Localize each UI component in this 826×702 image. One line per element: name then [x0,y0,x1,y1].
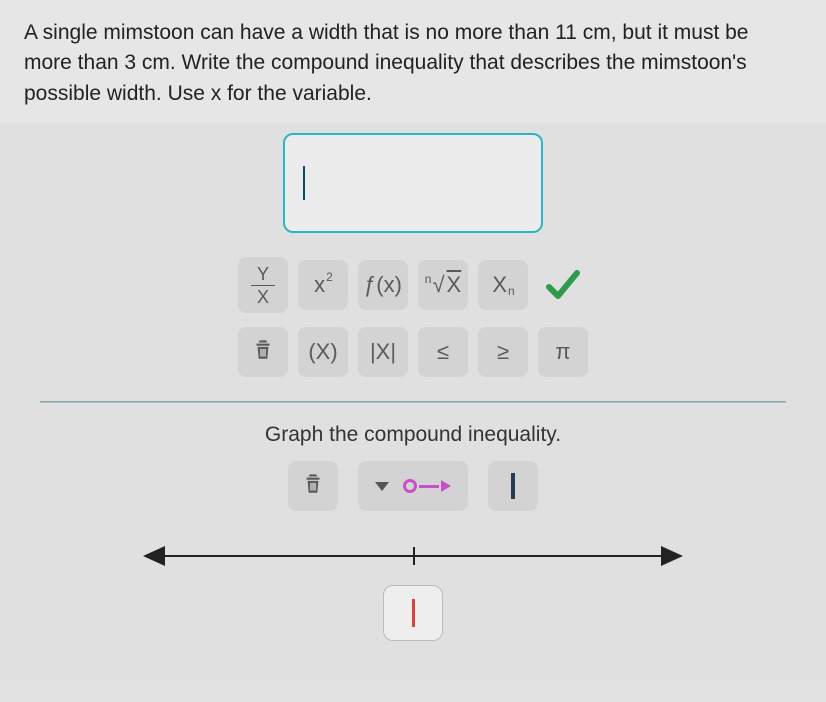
ray-tool-dropdown[interactable] [358,461,468,511]
fraction-button[interactable]: Y X [238,257,288,313]
open-ray-icon [403,479,451,493]
absolute-value-label: |X| [370,339,396,365]
less-equal-label: ≤ [437,339,449,365]
greater-equal-label: ≥ [497,339,509,365]
graph-trash-button[interactable] [288,461,338,511]
check-icon [543,265,583,305]
root-radicand: X [445,272,462,298]
chevron-down-icon [375,482,389,491]
submit-check-button[interactable] [538,260,588,310]
power-button[interactable]: x2 [298,260,348,310]
parentheses-label: (X) [308,339,337,365]
number-line-tick [413,547,415,565]
math-toolbar-row-1: Y X x2 ƒ(x) n√X Xn [0,257,826,313]
fraction-numerator: Y [257,265,269,283]
subscript-button[interactable]: Xn [478,260,528,310]
trash-icon [300,470,326,502]
pi-label: π [555,339,570,365]
nth-root-button[interactable]: n√X [418,260,468,310]
trash-icon [250,336,276,368]
greater-equal-button[interactable]: ≥ [478,327,528,377]
absolute-value-button[interactable]: |X| [358,327,408,377]
root-symbol: √ [432,272,444,298]
graph-toolbar [0,461,826,511]
subscript-base: X [492,272,507,298]
tick-placement-button[interactable] [488,461,538,511]
problem-statement: A single mimstoon can have a width that … [0,0,826,123]
graph-instruction: Graph the compound inequality. [0,423,826,447]
text-cursor-icon [303,166,305,200]
less-equal-button[interactable]: ≤ [418,327,468,377]
function-label: ƒ(x) [364,272,402,298]
graph-section: Graph the compound inequality. [0,403,826,641]
power-exponent: 2 [326,270,333,284]
tick-cursor-icon [511,473,515,499]
fraction-denominator: X [257,288,269,306]
parentheses-button[interactable]: (X) [298,327,348,377]
fraction-bar-icon [251,285,275,287]
pi-button[interactable]: π [538,327,588,377]
math-toolbar-row-2: (X) |X| ≤ ≥ π [0,327,826,401]
function-button[interactable]: ƒ(x) [358,260,408,310]
answer-input[interactable] [283,133,543,233]
number-line[interactable] [143,541,683,571]
text-cursor-icon [412,599,415,627]
tick-value-input[interactable] [383,585,443,641]
root-index: n [425,272,432,286]
arrow-right-icon [661,546,683,566]
subscript-sub: n [508,284,515,298]
content-area: Y X x2 ƒ(x) n√X Xn (X) [0,123,826,681]
arrow-left-icon [143,546,165,566]
power-base: x [314,272,325,298]
trash-button[interactable] [238,327,288,377]
